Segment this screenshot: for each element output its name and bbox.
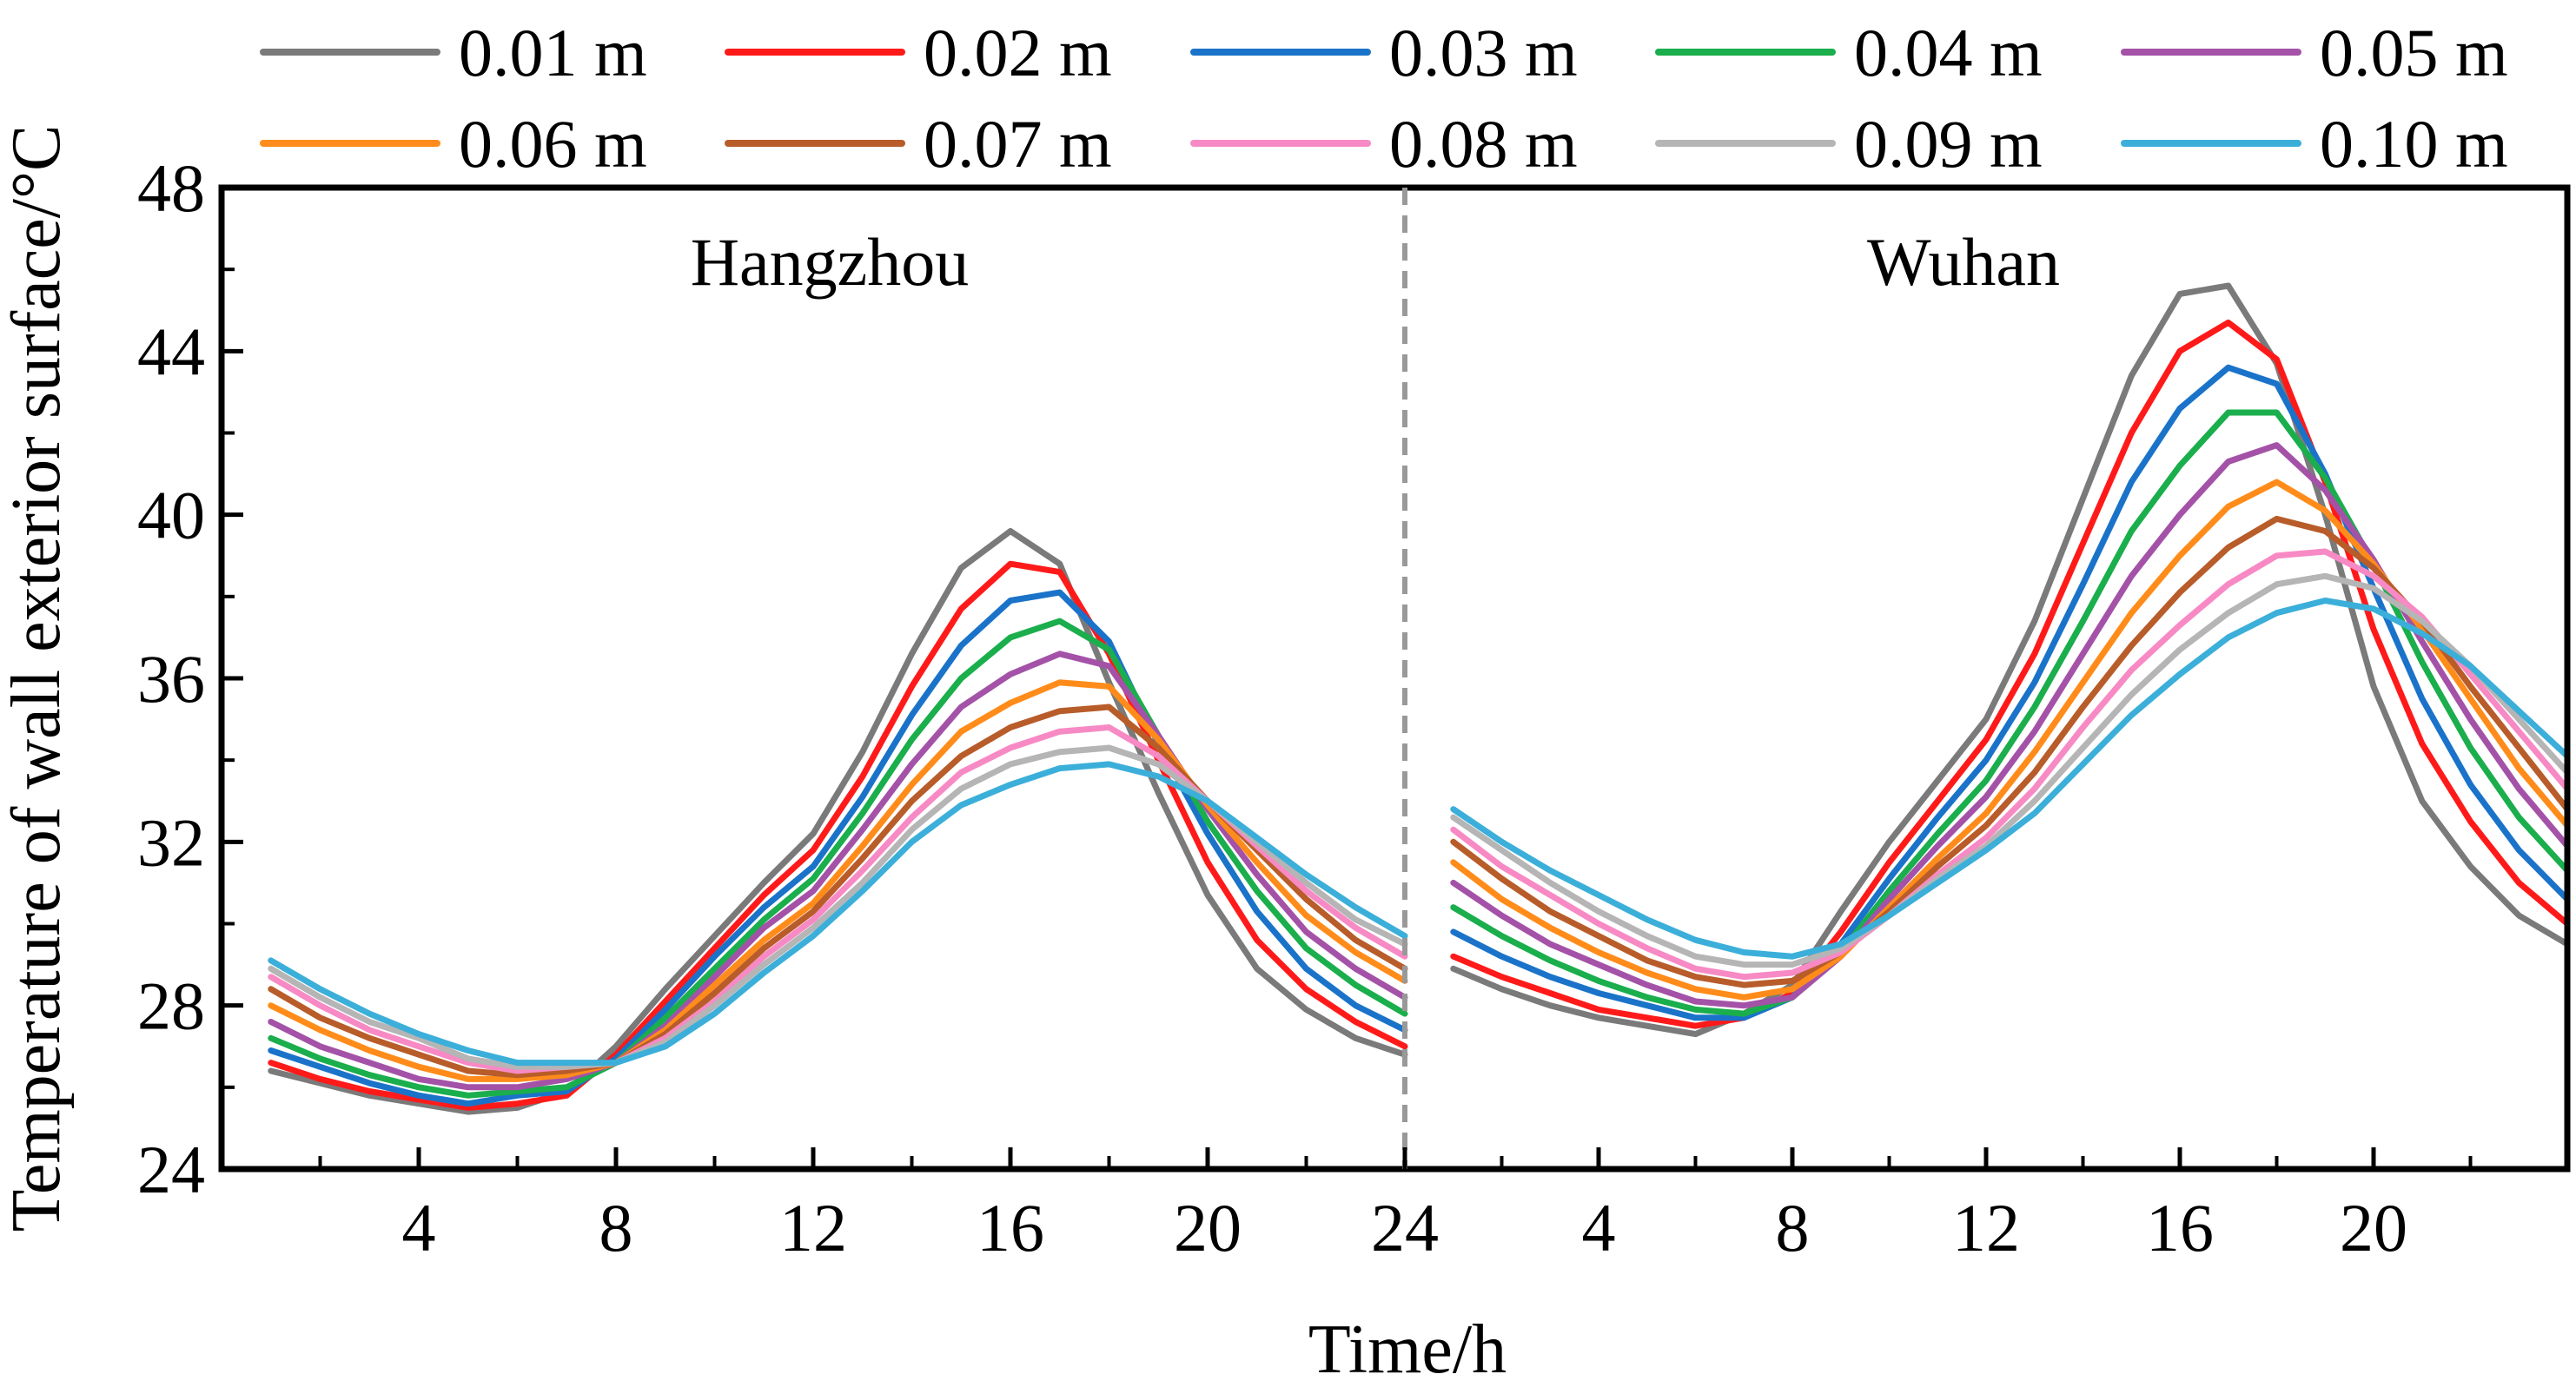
y-tick-label: 32	[137, 804, 205, 880]
legend-label: 0.09 m	[1854, 106, 2043, 182]
panel-label-hangzhou: Hangzhou	[691, 224, 970, 300]
x-tick-label: 8	[599, 1190, 633, 1265]
series-line-hangzhou-4	[268, 618, 1408, 1099]
series-line-wuhan-3	[1450, 364, 2571, 1021]
x-tick-label: 8	[1776, 1190, 1810, 1265]
x-tick-label: 20	[1174, 1190, 1242, 1265]
series-line-hangzhou-6	[268, 679, 1408, 1082]
y-tick-label: 36	[137, 641, 205, 717]
y-axis-title: Temperature of wall exterior surface/°C	[0, 125, 75, 1232]
series-line-wuhan-7	[1450, 515, 2571, 988]
series-line-wuhan-10	[1450, 598, 2571, 960]
y-tick-label: 40	[137, 478, 205, 553]
legend-label: 0.01 m	[459, 15, 647, 90]
x-tick-label: 16	[2146, 1190, 2214, 1265]
legend-label: 0.08 m	[1389, 106, 1578, 182]
series-line-hangzhou-1	[268, 528, 1408, 1115]
x-tick-label: 4	[402, 1190, 436, 1265]
x-tick-label: 4	[1582, 1190, 1616, 1265]
legend: 0.01 m 0.02 m 0.03 m 0.04 m 0.05 m 0.06 m 0.07…	[260, 15, 2508, 182]
y-tick-label: 48	[137, 150, 205, 226]
y-tick-label: 24	[137, 1132, 205, 1207]
legend-label: 0.03 m	[1389, 15, 1578, 90]
series-line-wuhan-2	[1450, 319, 2571, 1029]
legend-label: 0.05 m	[2320, 15, 2508, 90]
x-axis-title: Time/h	[1308, 1311, 1507, 1388]
series-line-wuhan-9	[1450, 572, 2571, 968]
series-line-hangzhou-10	[268, 761, 1408, 1067]
x-tick-label: 12	[779, 1190, 847, 1265]
y-tick-label: 44	[137, 314, 205, 389]
legend-label: 0.02 m	[924, 15, 1112, 90]
x-tick-label: 16	[977, 1190, 1044, 1265]
series-line-hangzhou-5	[268, 651, 1408, 1091]
x-tick-label: 12	[1952, 1190, 2020, 1265]
legend-label: 0.04 m	[1854, 15, 2043, 90]
series-lines	[268, 282, 2571, 1115]
y-tick-label: 28	[137, 968, 205, 1044]
legend-label: 0.10 m	[2320, 106, 2508, 182]
series-line-hangzhou-3	[268, 589, 1408, 1107]
panel-label-wuhan: Wuhan	[1867, 224, 2060, 300]
series-line-wuhan-8	[1450, 548, 2571, 981]
series-line-hangzhou-2	[268, 560, 1408, 1111]
x-tick-label: 24	[1371, 1190, 1439, 1265]
legend-label: 0.06 m	[459, 106, 647, 182]
x-tick-label: 20	[2340, 1190, 2407, 1265]
series-line-wuhan-1	[1450, 282, 2571, 1038]
legend-label: 0.07 m	[924, 106, 1112, 182]
